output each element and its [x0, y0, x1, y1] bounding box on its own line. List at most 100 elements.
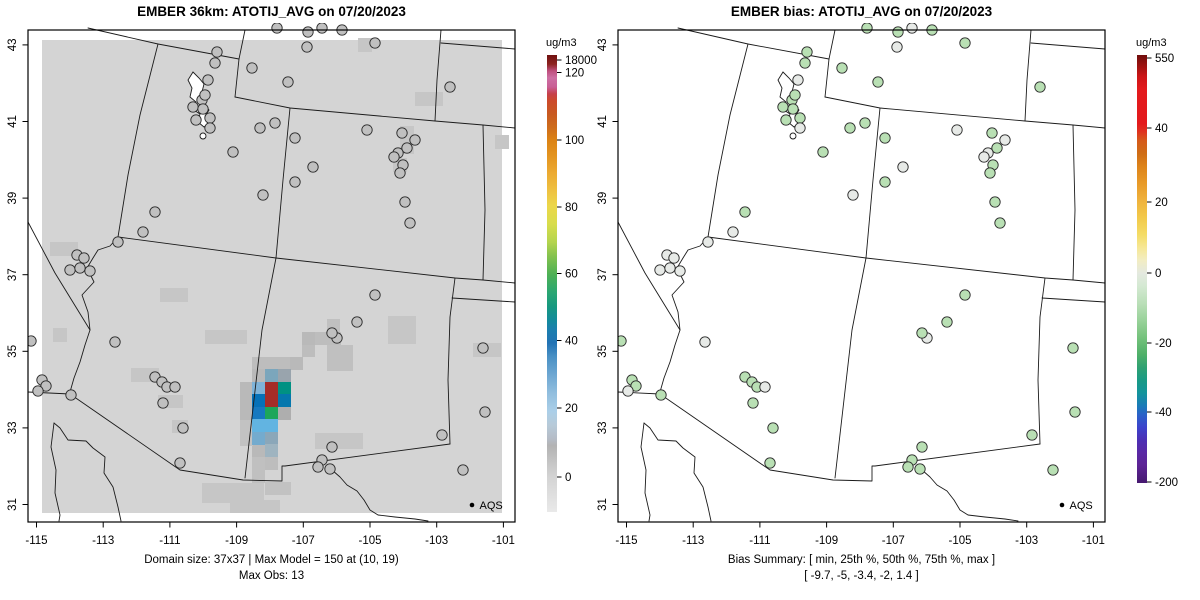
obs-point — [999, 134, 1011, 146]
obs-point — [301, 41, 313, 53]
obs-point — [674, 265, 686, 277]
y-axis-tick-label: 43 — [597, 39, 609, 52]
model-cell — [265, 369, 278, 382]
obs-point — [897, 161, 909, 173]
obs-point — [844, 122, 856, 134]
obs-point — [989, 196, 1001, 208]
obs-point — [951, 124, 963, 136]
x-axis-tick-label: -107 — [882, 535, 905, 547]
obs-point — [157, 397, 169, 409]
y-axis-tick-label: 35 — [597, 345, 609, 358]
obs-point — [282, 76, 294, 88]
model-cell — [302, 332, 315, 345]
model-cell — [252, 419, 278, 433]
obs-point — [654, 264, 666, 276]
obs-point — [739, 206, 751, 218]
obs-point — [916, 441, 928, 453]
x-axis-tick-label: -109 — [815, 535, 838, 547]
obs-point — [847, 189, 859, 201]
obs-point — [994, 217, 1006, 229]
y-axis-tick-label: 33 — [597, 422, 609, 435]
obs-point — [801, 46, 813, 58]
obs-point — [1034, 81, 1046, 93]
y-axis-tick-label: 43 — [7, 39, 19, 52]
obs-point — [202, 74, 214, 86]
obs-point — [204, 122, 216, 134]
colorbar-tick-label: 550 — [1155, 53, 1174, 65]
y-axis-tick-label: 41 — [597, 115, 609, 128]
colorbar-tick-label: 80 — [565, 202, 578, 214]
obs-point — [457, 464, 469, 476]
obs-point — [479, 406, 491, 418]
model-cell — [358, 38, 372, 52]
obs-point — [699, 336, 711, 348]
obs-point — [409, 134, 421, 146]
y-axis-tick-label: 39 — [7, 192, 19, 205]
right-map-panel: EMBER bias: ATOTIJ_AVG on 07/20/2023 -11… — [597, 4, 1178, 582]
right-axes: -115 -113 -111 -109 -107 -105 -103 -101 43 41 39 37… — [597, 39, 1105, 547]
model-cell — [278, 394, 291, 408]
left-caption-line2: Max Obs: 13 — [239, 570, 304, 582]
y-axis-tick-label: 35 — [7, 345, 19, 358]
obs-point — [436, 429, 448, 441]
obs-point — [444, 81, 456, 93]
obs-point — [1026, 429, 1038, 441]
model-cell — [252, 407, 265, 420]
obs-point — [836, 62, 848, 74]
right-caption-line1: Bias Summary: [ min, 25th %, 50th %, 75t… — [728, 554, 995, 566]
y-axis-tick-label: 31 — [597, 498, 609, 511]
obs-point — [199, 89, 211, 101]
model-cell — [278, 382, 291, 395]
obs-point — [401, 142, 413, 154]
obs-point — [289, 132, 301, 144]
model-cell — [252, 432, 265, 445]
colorbar-tick-label: 40 — [1155, 123, 1168, 135]
obs-point — [879, 176, 891, 188]
obs-point — [1069, 406, 1081, 418]
x-axis-tick-label: -115 — [25, 535, 47, 547]
model-cell — [265, 457, 278, 470]
colorbar-tick-label: 20 — [565, 403, 578, 415]
obs-point — [351, 316, 363, 328]
obs-point — [891, 41, 903, 53]
model-cell — [50, 242, 78, 256]
obs-point — [664, 262, 676, 274]
obs-point — [879, 132, 891, 144]
right-colorbar — [1137, 55, 1147, 483]
colorbar-tick-label: -200 — [1155, 477, 1178, 489]
obs-point — [780, 114, 792, 126]
model-cell — [265, 394, 278, 408]
colorbar-tick-label: 0 — [565, 472, 571, 484]
obs-point — [906, 23, 918, 34]
x-axis-tick-label: -113 — [92, 535, 114, 547]
obs-point — [190, 114, 202, 126]
obs-point — [859, 117, 871, 129]
model-cell — [205, 330, 247, 344]
model-cell — [265, 444, 278, 457]
colorbar-tick-label: 60 — [565, 269, 578, 281]
obs-point — [149, 206, 161, 218]
colorbar-tick-label: 0 — [1155, 268, 1161, 280]
obs-point — [1047, 464, 1059, 476]
obs-point — [257, 189, 269, 201]
model-cell — [230, 500, 280, 513]
obs-point — [777, 101, 789, 113]
x-axis-tick-label: -107 — [292, 535, 315, 547]
right-caption-line2: [ -9.7, -5, -3.4, -2, 1.4 ] — [804, 570, 918, 582]
colorbar-tick-label: -40 — [1155, 407, 1172, 419]
obs-point — [747, 397, 759, 409]
model-cell — [252, 357, 291, 370]
model-cell — [265, 482, 291, 495]
y-axis-tick-label: 39 — [597, 192, 609, 205]
obs-point — [702, 236, 714, 248]
obs-point — [209, 57, 221, 69]
obs-point — [394, 167, 406, 179]
x-axis-tick-label: -103 — [1015, 535, 1038, 547]
x-axis-tick-label: -113 — [682, 535, 704, 547]
obs-point — [799, 57, 811, 69]
obs-point — [65, 389, 77, 401]
obs-point — [169, 381, 181, 393]
model-cell — [415, 92, 443, 106]
colorbar-tick-label: 100 — [565, 135, 584, 147]
